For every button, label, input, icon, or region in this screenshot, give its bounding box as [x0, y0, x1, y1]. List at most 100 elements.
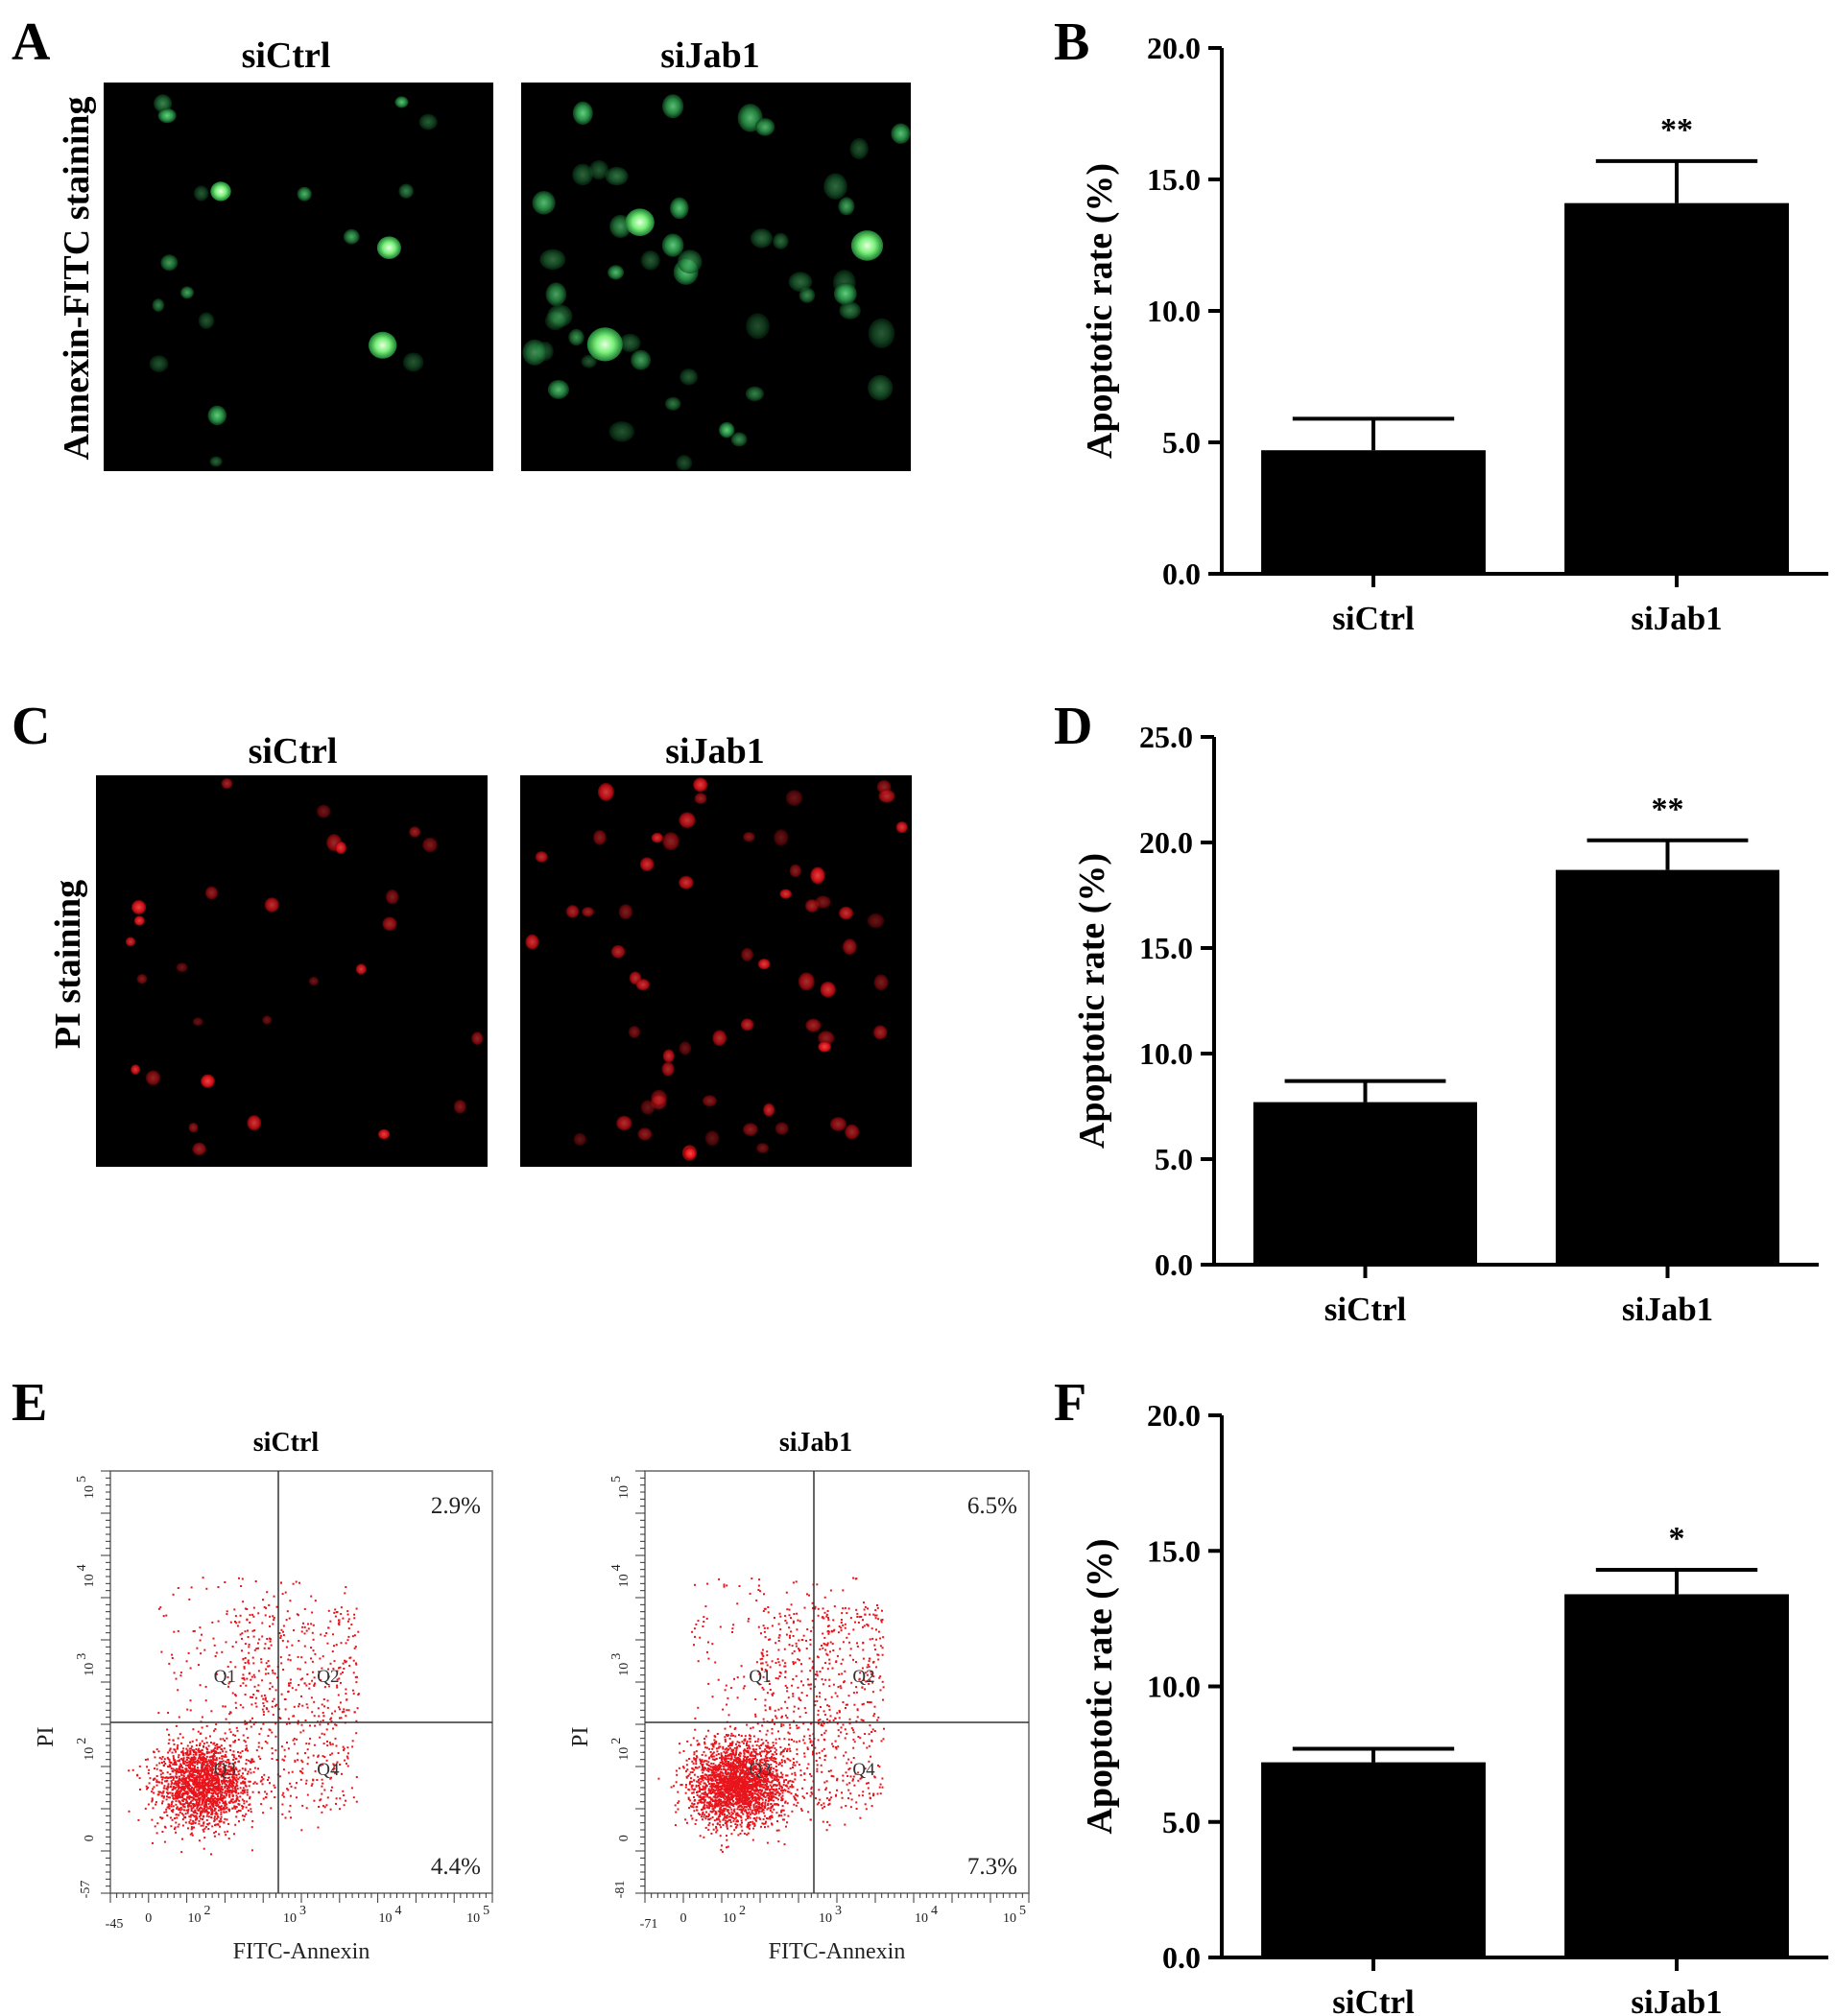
flow-event [768, 1751, 771, 1754]
flow-event [189, 1764, 192, 1767]
flow-event [321, 1811, 323, 1814]
flow-event [291, 1644, 294, 1647]
flow-event [749, 1758, 751, 1761]
flow-x-axis-label: FITC-Annexin [233, 1939, 370, 1964]
flow-event [248, 1662, 250, 1665]
flow-event [203, 1761, 205, 1764]
flow-event [181, 1804, 184, 1807]
flow-event [224, 1787, 227, 1790]
flow-event [182, 1805, 185, 1808]
flow-event [716, 1733, 719, 1735]
flow-event [707, 1788, 710, 1791]
flow-event [771, 1822, 773, 1825]
flow-event [235, 1798, 238, 1801]
flow-event [224, 1782, 227, 1785]
cell-nucleus [131, 900, 147, 914]
flow-y-tick-label: 10 [83, 1485, 97, 1499]
flow-event [185, 1761, 188, 1764]
flow-event [215, 1723, 218, 1726]
flow-event [176, 1780, 179, 1783]
flow-event [218, 1763, 220, 1766]
flow-event [221, 1755, 224, 1758]
flow-event [250, 1675, 253, 1678]
flow-event [801, 1795, 804, 1798]
flow-event [350, 1624, 353, 1626]
flow-event [189, 1751, 192, 1754]
flow-event [252, 1770, 255, 1773]
cell-nucleus [712, 1030, 727, 1047]
flow-event [716, 1799, 718, 1802]
flow-event [234, 1779, 237, 1782]
flow-event [227, 1761, 230, 1764]
flow-event [701, 1764, 703, 1766]
flow-event [734, 1760, 737, 1762]
flow-event [193, 1815, 196, 1818]
flow-event [307, 1756, 310, 1759]
flow-event [715, 1784, 718, 1787]
flow-event [294, 1787, 297, 1790]
flow-x-tick-exponent: 3 [299, 1904, 306, 1918]
flow-event [780, 1707, 783, 1710]
flow-event [757, 1670, 759, 1672]
flow-event [791, 1645, 794, 1648]
flow-event [214, 1777, 217, 1780]
flow-event [332, 1768, 335, 1771]
flow-event [172, 1767, 175, 1770]
flow-event [192, 1804, 195, 1807]
flow-event [841, 1672, 844, 1675]
flow-event [877, 1618, 880, 1621]
flow-event [792, 1678, 795, 1680]
flow-event [198, 1757, 200, 1760]
flow-event [752, 1765, 755, 1767]
flow-event [205, 1806, 208, 1809]
flow-event [789, 1767, 792, 1770]
flow-event [770, 1767, 773, 1768]
flow-event [202, 1799, 204, 1802]
flow-event [232, 1759, 235, 1761]
flow-event [257, 1690, 260, 1693]
flow-event [819, 1719, 822, 1721]
flow-event [765, 1766, 768, 1768]
flow-event [154, 1777, 156, 1780]
flow-event [263, 1694, 266, 1696]
flow-event [208, 1756, 211, 1759]
flow-event [191, 1748, 194, 1751]
flow-event [343, 1708, 346, 1711]
flow-event [728, 1796, 731, 1799]
flow-event [170, 1805, 173, 1808]
flow-event [297, 1655, 299, 1658]
flow-event [245, 1759, 248, 1762]
flow-event [149, 1777, 152, 1780]
flow-event [750, 1813, 751, 1815]
flow-event [865, 1808, 868, 1811]
flow-event [239, 1684, 242, 1687]
flow-event [214, 1746, 217, 1749]
flow-event [182, 1792, 184, 1794]
flow-event [345, 1642, 347, 1645]
flow-event [298, 1705, 300, 1708]
flow-event [809, 1794, 812, 1797]
cell-nucleus [572, 163, 594, 186]
flow-event [220, 1815, 223, 1818]
flow-points [657, 1577, 885, 1853]
flow-event [346, 1755, 348, 1758]
flow-event [227, 1793, 230, 1796]
flow-event [355, 1662, 357, 1665]
flow-event [287, 1771, 290, 1774]
flow-event [250, 1849, 253, 1852]
flow-event [247, 1661, 250, 1664]
flow-event [220, 1788, 223, 1790]
cell-nucleus [775, 1122, 789, 1135]
flow-event [209, 1805, 212, 1808]
flow-event [273, 1619, 275, 1622]
flow-event [719, 1770, 722, 1773]
flow-event [760, 1771, 763, 1774]
flow-event [729, 1762, 732, 1765]
flow-event [224, 1804, 227, 1807]
flow-event [177, 1825, 179, 1828]
cell-nucleus [539, 249, 566, 271]
flow-event [180, 1773, 183, 1776]
flow-event [735, 1747, 738, 1750]
flow-event [701, 1815, 703, 1818]
flow-event [186, 1775, 189, 1778]
